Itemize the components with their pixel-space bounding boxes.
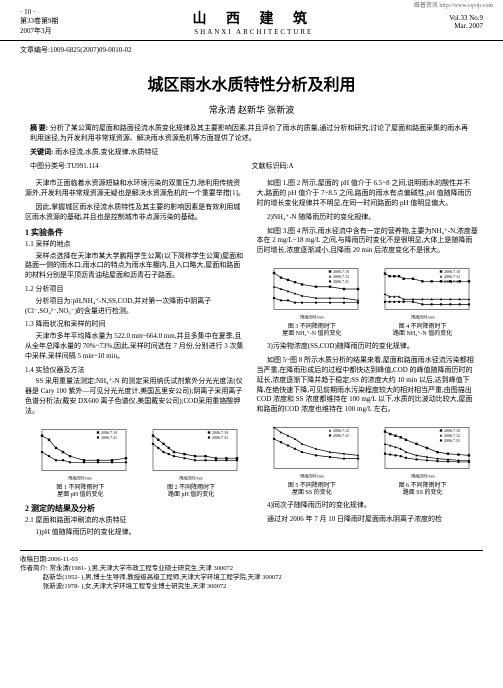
article-title: 城区雨水水质特性分析及利用	[0, 71, 503, 95]
subsection-1-1-title: 1.1 采样的地点	[25, 240, 247, 250]
chart-5-caption: 图 5 不同降雨时下 屋面 SS 的变化	[260, 483, 364, 497]
chart-1-container: 2006.7.102006.7.31降雨历时/min 图 1 不同降雨时下 屋面…	[28, 421, 132, 499]
subsection-2-1-text: 1)pH 值随降雨历时的变化规律。	[25, 528, 247, 538]
authors: 常永清 赵新华 张新波	[0, 103, 503, 116]
right-p1: 如图 1,图 2 所示,屋面的 pH 值介于 6.5~8 之间,说明雨水的酸性并…	[257, 179, 479, 208]
subsection-1-3-p1: 天津市多年平均降水量为 522.0 mm~664.0 mm,并且多集中在夏季,且…	[25, 332, 247, 361]
subsection-1-4-text: SS 采用重量法测定;NH₄⁺-N 的测定采用纳氏试剂紫外分光光度法(仪器是 C…	[25, 377, 247, 416]
classification: 中图分类号:TU991.114 文献标识码:A	[0, 161, 503, 171]
body-columns: 天津市正面临着水资源短缺和水环境污染的双重压力,除利用传统资源外,开发利用非常规…	[0, 179, 503, 541]
keywords-label: 关键词:	[30, 148, 53, 156]
chart-5-container: 2006.7.122006.7.31降雨历时/min 图 5 不同降雨时下 屋面…	[260, 419, 364, 497]
header-right: Vol.33 No.9 Mar. 2007	[449, 14, 483, 30]
svg-text:降雨历时/min: 降雨历时/min	[69, 474, 92, 480]
subsection-1-2-title: 1.2 分析项目	[25, 285, 247, 295]
svg-text:2006.7.31: 2006.7.31	[333, 279, 349, 284]
svg-text:2006.7.31: 2006.7.31	[212, 435, 228, 440]
footer: 收稿日期:2006-11-03 作者简介: 常永清(1981- ),男,天津大学…	[20, 550, 483, 591]
chart-4: 2006.7.102006.7.122006.7.31降雨历时/min	[373, 262, 473, 322]
header-left: · 10 · 第33卷第9期 2007年3月	[20, 8, 59, 36]
abstract-label: 摘 要:	[30, 124, 48, 132]
doc-code: 文献标识码:A	[252, 161, 474, 171]
subsection-1-2-text: 分析项目为:pH,NH₄⁺-N,SS,COD,并对第一次降雨中阴离子(Cl⁻,S…	[25, 297, 247, 317]
section-2-title: 2 测定的结果及分析	[25, 503, 247, 514]
subsection-1-3-title: 1.3 降雨状况和采样的时间	[25, 320, 247, 330]
chart-3-caption: 图 3 不同降雨时下 屋面 NH₄⁺-N 值的变化	[260, 324, 364, 338]
page-number: · 10 ·	[20, 8, 59, 16]
author-bio-3: 张新波(1978- ),女,天津大学环境工程专业博士研究生,天津 300072	[20, 582, 483, 591]
chart-6-container: 2006.7.102006.7.122006.7.31降雨历时/min 图 6 …	[371, 419, 475, 497]
right-p5: 如图 5~图 8 所示水质分析的结果来看,屋面和路面雨水径流污染都相当严重,在降…	[257, 356, 479, 415]
right-p6: 4)同次子随降雨历时的变化规律。	[257, 501, 479, 511]
journal-name-cn: 山 西 建 筑	[193, 8, 316, 28]
right-p7: 通过对 2006 年 7 月 10 日降雨时屋面雨水阴离子浓度的检	[257, 515, 479, 525]
svg-text:降雨历时/min: 降雨历时/min	[300, 313, 323, 319]
right-p2: 2)NH₄⁺-N 随降雨历时的变化规律。	[257, 213, 479, 223]
chart-6: 2006.7.102006.7.122006.7.31降雨历时/min	[373, 421, 473, 481]
journal-name-en: SHANXI ARCHITECTURE	[193, 28, 316, 36]
issue-info: 第33卷第9期 2007年3月	[20, 16, 59, 36]
chart-row-1: 2006.7.102006.7.31降雨历时/min 图 1 不同降雨时下 屋面…	[25, 421, 247, 499]
right-column: 如图 1,图 2 所示,屋面的 pH 值介于 6.5~8 之间,说明雨水的酸性并…	[252, 179, 484, 541]
chart-4-caption: 图 4 不同降雨时下 路面 NH₄⁺-N 值的变化	[371, 324, 475, 338]
svg-text:2006.7.31: 2006.7.31	[444, 279, 460, 284]
left-column: 天津市正面临着水资源短缺和水环境污染的双重压力,除利用传统资源外,开发利用非常规…	[20, 179, 252, 541]
svg-text:降雨历时/min: 降雨历时/min	[411, 313, 434, 319]
author-bio: 作者简介: 常永清(1981- ),男,天津大学市政工程专业硕士研究生,天津 3…	[20, 564, 483, 573]
chart-1-caption: 图 1 不同降雨时下 屋面 pH 值的变化	[28, 485, 132, 499]
header-center: 山 西 建 筑 SHANXI ARCHITECTURE	[193, 8, 316, 36]
chart-row-2: 2006.7.102006.7.122006.7.31降雨历时/min 图 3 …	[257, 260, 479, 338]
volume: Vol.33 No.9	[449, 14, 483, 22]
abstract-text: 分析了某公寓的屋面和路面径流水质变化规律及其主要影响因素,并且评价了雨水的质量,…	[30, 124, 468, 142]
month: Mar. 2007	[449, 22, 483, 30]
intro-p2: 因此,掌握城区雨水径流水质特性及其主要的影响因素是有效利用城区雨水资源的基础,并…	[25, 203, 247, 223]
abstract: 摘 要: 分析了某公寓的屋面和路面径流水质变化规律及其主要影响因素,并且评价了雨…	[0, 124, 503, 144]
article-id: 文章编号:1009-6825(2007)09-0010-02	[0, 41, 503, 59]
svg-text:降雨历时/min: 降雨历时/min	[300, 472, 323, 478]
chart-2: 2006.7.102006.7.31降雨历时/min	[141, 423, 241, 483]
subsection-1-4-title: 1.4 实验仪器及方法	[25, 366, 247, 376]
subsection-1-1-text: 采样点选择在天津市某大学鹏翔学生公寓(以下简称学生公寓)屋面和路面一侧的雨水口,…	[25, 252, 247, 281]
chart-5: 2006.7.122006.7.31降雨历时/min	[262, 421, 362, 481]
svg-text:2006.7.31: 2006.7.31	[101, 435, 117, 440]
svg-text:2006.7.31: 2006.7.31	[333, 433, 349, 438]
keywords-text: 雨水径流,水质,变化规律,水质特征	[55, 148, 158, 156]
chart-1: 2006.7.102006.7.31降雨历时/min	[30, 423, 130, 483]
chart-2-caption: 图 2 不同降雨时下 路面 pH 值的变化	[139, 485, 243, 499]
chart-3: 2006.7.102006.7.122006.7.31降雨历时/min	[262, 262, 362, 322]
svg-text:2006.7.31: 2006.7.31	[444, 438, 460, 443]
subsection-2-1-title: 2.1 屋面和路面冲刷流的水质特征	[25, 516, 247, 526]
author-bio-2: 赵新华(1952- ),男,博士生导师,教授级高级工程师,天津大学环境工程学院,…	[20, 573, 483, 582]
clc-code: 中图分类号:TU991.114	[30, 161, 252, 171]
chart-6-caption: 图 6 不同降雨时下 路面 SS 的变化	[371, 483, 475, 497]
chart-3-container: 2006.7.102006.7.122006.7.31降雨历时/min 图 3 …	[260, 260, 364, 338]
watermark: 维普资讯 http://www.cqvip.com	[414, 0, 493, 9]
chart-2-container: 2006.7.102006.7.31降雨历时/min 图 2 不同降雨时下 路面…	[139, 421, 243, 499]
svg-text:降雨历时/min: 降雨历时/min	[411, 472, 434, 478]
section-1-title: 1 实验条件	[25, 227, 247, 238]
received-date: 收稿日期:2006-11-03	[20, 555, 483, 564]
author-label: 作者简介:	[20, 565, 48, 572]
right-p4: 3)污染物浓度(SS,COD)随降雨历时的变化规律。	[257, 342, 479, 352]
svg-text:降雨历时/min: 降雨历时/min	[179, 474, 202, 480]
chart-4-container: 2006.7.102006.7.122006.7.31降雨历时/min 图 4 …	[371, 260, 475, 338]
intro-p1: 天津市正面临着水资源短缺和水环境污染的双重压力,除利用传统资源外,开发利用非常规…	[25, 179, 247, 199]
keywords: 关键词: 雨水径流,水质,变化规律,水质特征	[0, 148, 503, 158]
right-p3: 如图 3,图 4 所示,雨水径流中含有一定的营养物,主要为NH₄⁺-N,浓度基本…	[257, 227, 479, 256]
chart-row-3: 2006.7.122006.7.31降雨历时/min 图 5 不同降雨时下 屋面…	[257, 419, 479, 497]
